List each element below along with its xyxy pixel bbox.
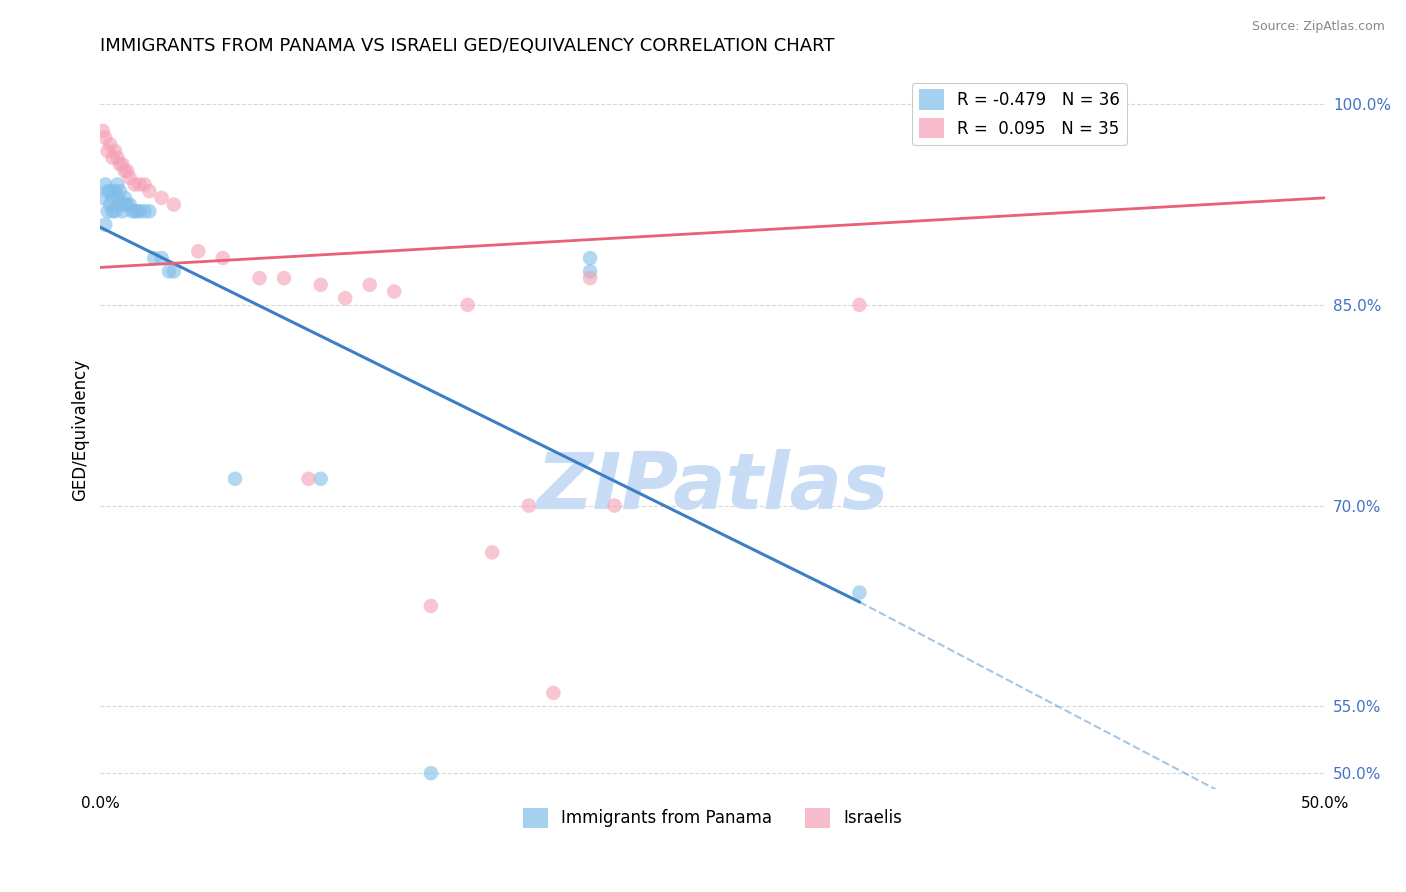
- Point: [848, 585, 870, 599]
- Point: [107, 151, 129, 165]
- Point: [309, 472, 332, 486]
- Point: [111, 157, 134, 171]
- Point: [118, 197, 141, 211]
- Point: [249, 271, 271, 285]
- Point: [107, 178, 129, 192]
- Point: [517, 499, 540, 513]
- Point: [98, 197, 121, 211]
- Text: IMMIGRANTS FROM PANAMA VS ISRAELI GED/EQUIVALENCY CORRELATION CHART: IMMIGRANTS FROM PANAMA VS ISRAELI GED/EQ…: [100, 37, 835, 55]
- Point: [104, 184, 127, 198]
- Point: [128, 204, 150, 219]
- Point: [98, 184, 121, 198]
- Point: [97, 144, 120, 158]
- Point: [125, 204, 148, 219]
- Point: [114, 197, 136, 211]
- Text: Source: ZipAtlas.com: Source: ZipAtlas.com: [1251, 20, 1385, 33]
- Point: [121, 204, 143, 219]
- Point: [273, 271, 295, 285]
- Point: [98, 137, 121, 152]
- Point: [134, 204, 156, 219]
- Point: [309, 277, 332, 292]
- Point: [143, 251, 166, 265]
- Point: [107, 191, 129, 205]
- Point: [157, 264, 180, 278]
- Point: [163, 264, 186, 278]
- Point: [108, 157, 131, 171]
- Point: [187, 244, 209, 259]
- Point: [163, 197, 186, 211]
- Point: [150, 251, 173, 265]
- Point: [94, 130, 117, 145]
- Point: [134, 178, 156, 192]
- Point: [579, 264, 602, 278]
- Point: [124, 178, 146, 192]
- Point: [101, 191, 124, 205]
- Point: [138, 184, 160, 198]
- Text: ZIPatlas: ZIPatlas: [536, 450, 889, 525]
- Point: [457, 298, 479, 312]
- Point: [579, 251, 602, 265]
- Point: [359, 277, 381, 292]
- Y-axis label: GED/Equivalency: GED/Equivalency: [72, 359, 89, 501]
- Point: [603, 499, 626, 513]
- Point: [94, 178, 117, 192]
- Point: [114, 164, 136, 178]
- Point: [104, 144, 127, 158]
- Point: [94, 218, 117, 232]
- Point: [419, 599, 441, 613]
- Point: [114, 191, 136, 205]
- Point: [543, 686, 565, 700]
- Point: [91, 191, 114, 205]
- Point: [335, 291, 357, 305]
- Point: [91, 124, 114, 138]
- Point: [481, 545, 503, 559]
- Point: [138, 204, 160, 219]
- Point: [211, 251, 233, 265]
- Point: [128, 178, 150, 192]
- Point: [101, 204, 124, 219]
- Point: [118, 170, 141, 185]
- Point: [150, 191, 173, 205]
- Point: [101, 151, 124, 165]
- Legend: Immigrants from Panama, Israelis: Immigrants from Panama, Israelis: [516, 801, 910, 835]
- Point: [419, 766, 441, 780]
- Point: [117, 164, 139, 178]
- Point: [111, 204, 134, 219]
- Point: [117, 197, 139, 211]
- Point: [382, 285, 405, 299]
- Point: [224, 472, 246, 486]
- Point: [579, 271, 602, 285]
- Point: [297, 472, 319, 486]
- Point: [97, 204, 120, 219]
- Point: [108, 184, 131, 198]
- Point: [97, 184, 120, 198]
- Point: [108, 197, 131, 211]
- Point: [124, 204, 146, 219]
- Point: [848, 298, 870, 312]
- Point: [104, 204, 127, 219]
